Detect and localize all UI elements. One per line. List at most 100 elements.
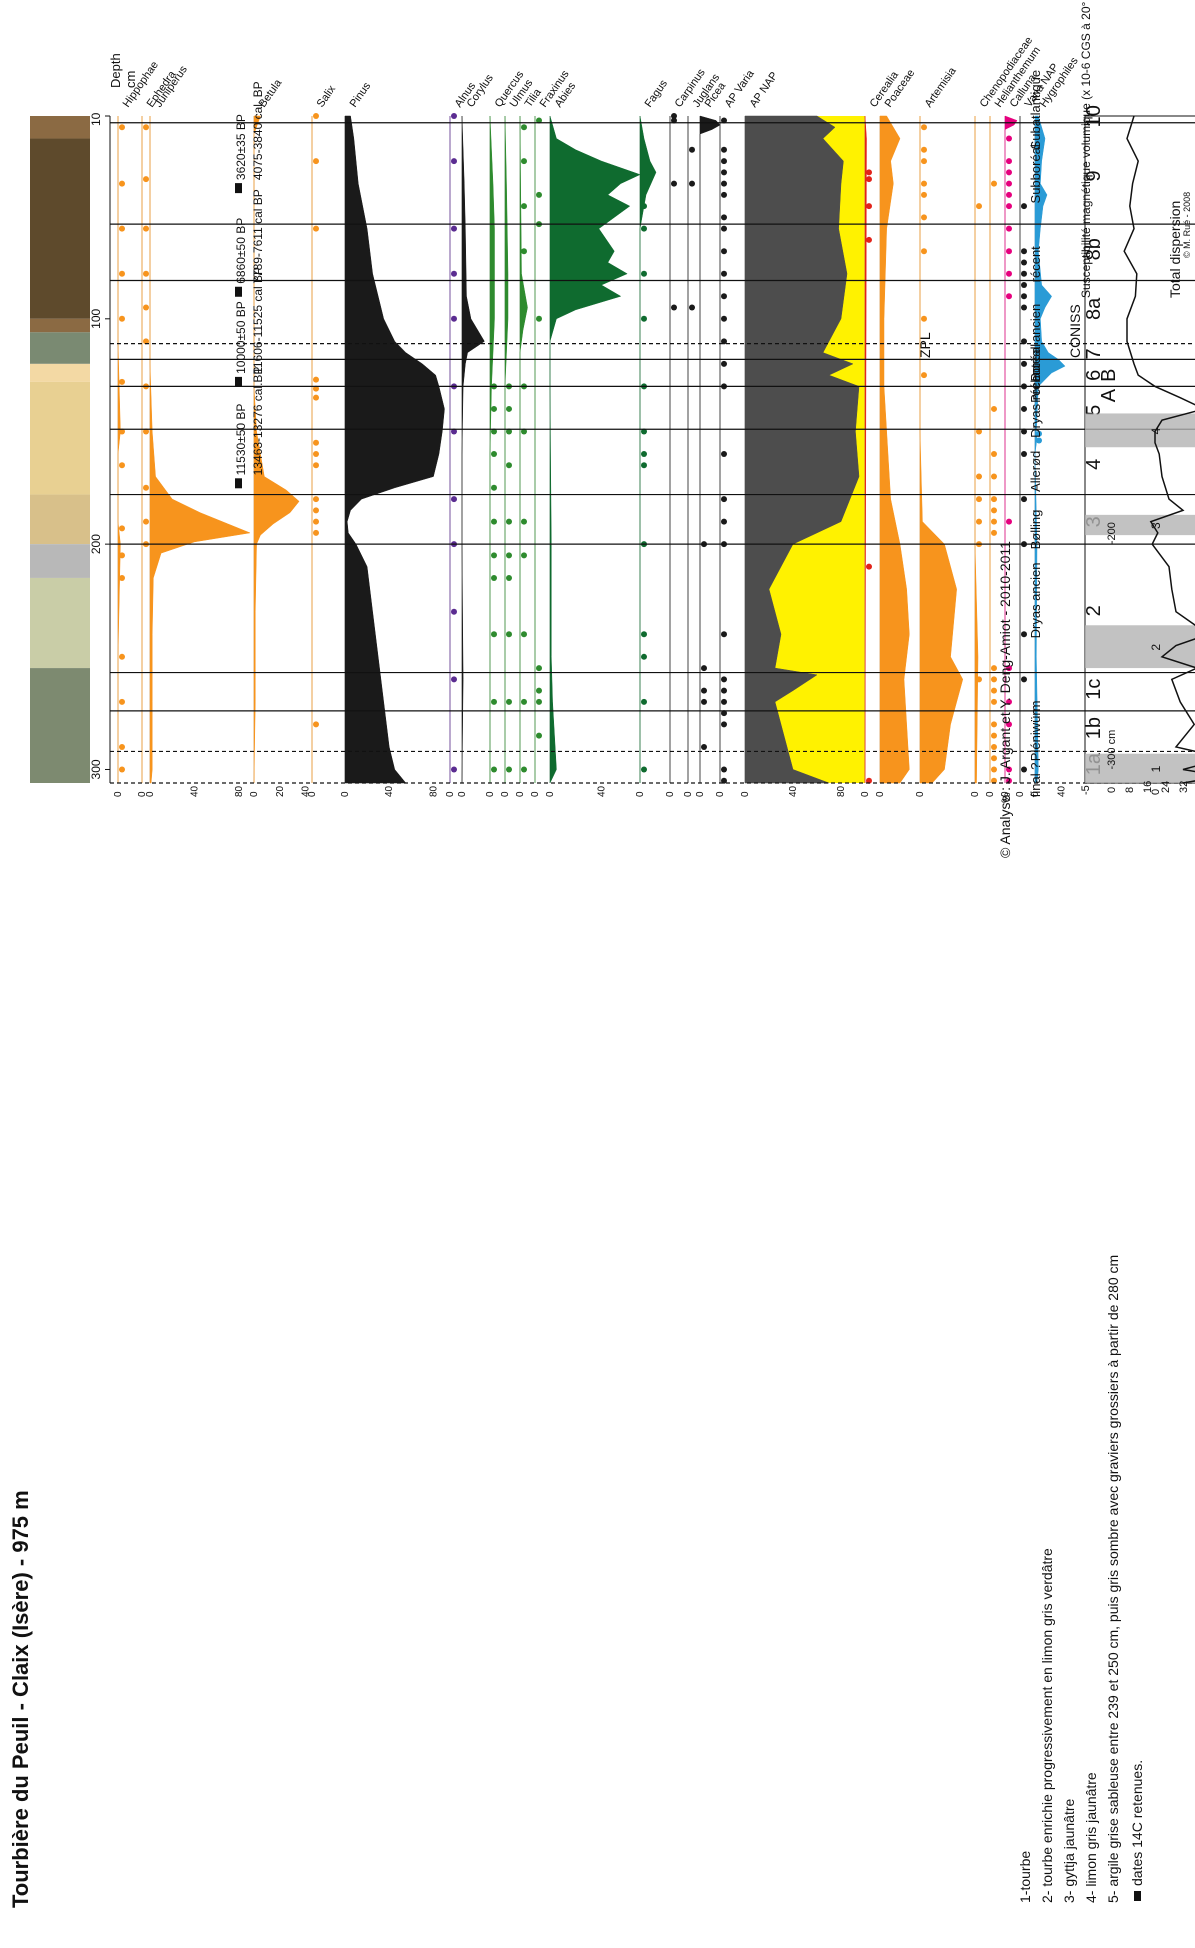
presence-dot: [1021, 293, 1027, 300]
coniss-tick: 0: [1106, 787, 1118, 793]
legend-item-5: 5- argile grise sableuse entre 239 et 25…: [1105, 1255, 1121, 1903]
presence-dot: [866, 563, 872, 570]
presence-dot: [991, 451, 997, 458]
presence-dot: [491, 766, 497, 773]
presence-dot: [721, 293, 727, 300]
series-area: [489, 115, 495, 783]
series-area: [744, 115, 860, 784]
susceptibility-axis-label: Susceptibilité magnétique volumique (x 1…: [1079, 0, 1093, 298]
presence-dot: [671, 113, 677, 119]
presence-dot: [991, 507, 997, 514]
presence-dot: [119, 766, 125, 773]
presence-dot: [536, 687, 542, 694]
presence-dot: [1021, 496, 1027, 503]
date-calibrated: 4075-3840 cal. BP: [251, 81, 265, 180]
zone-id: 1c: [1083, 679, 1105, 700]
presence-dot: [1006, 191, 1012, 198]
presence-dot: [536, 698, 542, 705]
zone-name: Subboréal: [1028, 144, 1043, 203]
presence-dot: [451, 766, 457, 773]
presence-dot: [313, 385, 319, 392]
zone-name: Subatlantique: [1028, 70, 1043, 150]
presence-dot: [1021, 248, 1027, 255]
presence-dot: [313, 496, 319, 503]
analysis-credit: © Analyse : J. Argant et Y. Deng-Amiot -…: [997, 541, 1013, 858]
presence-dot: [451, 496, 457, 503]
presence-dot: [1021, 259, 1027, 266]
lithology-column: [30, 116, 90, 783]
litho-layer: [30, 668, 90, 783]
presence-dot: [521, 203, 527, 210]
presence-dot: [721, 631, 727, 638]
presence-dot: [641, 203, 647, 210]
zone-name: Dryas ancien: [1028, 562, 1043, 638]
rotated-layer: Tourbière du Peuil - Claix (Isère) - 975…: [8, 0, 1195, 1908]
presence-dot: [641, 270, 647, 277]
zone-id: 8b: [1083, 238, 1105, 260]
tick-label: 0: [665, 791, 676, 797]
presence-dot: [313, 394, 319, 401]
tick-label: 40: [301, 785, 312, 797]
presence-dot: [536, 665, 542, 672]
legend-item-2: 2- tourbe enrichie progressivement en li…: [1039, 1548, 1055, 1903]
susceptibility-label: -300 cm: [1106, 730, 1118, 770]
presence-dot: [976, 496, 982, 503]
zone-name: Pléniwürm: [1028, 700, 1043, 761]
presence-dot: [1006, 225, 1012, 232]
susceptibility-curve: [1123, 115, 1195, 784]
presence-dot: [451, 608, 457, 615]
presence-dot: [921, 180, 927, 187]
coniss-panel: CONISS Total dispersion 0 8 16 24 32: [1067, 201, 1190, 793]
presence-dot: [491, 518, 497, 525]
tick-label: 0: [137, 791, 148, 797]
presence-dot: [1021, 338, 1027, 345]
pct-label: %: [999, 792, 1013, 803]
tick-label: 0: [307, 791, 318, 797]
presence-dot: [721, 315, 727, 322]
presence-dot: [1006, 721, 1012, 728]
presence-dot: [313, 439, 319, 446]
depth-tick-label: 300: [89, 759, 103, 779]
series-area: [879, 115, 910, 784]
zone-name: Dryas récent: [1028, 364, 1043, 438]
presence-dot: [991, 180, 997, 187]
presence-dot: [921, 214, 927, 221]
radiocarbon-dates: 3620±35 BP 4075-3840 cal. BP 6860±50 BP 778…: [234, 81, 265, 489]
presence-dot: [921, 191, 927, 198]
date-calibrated: 11606-11525 cal BP: [251, 267, 265, 374]
presence-dot: [641, 225, 647, 232]
zone-id: 8a: [1083, 297, 1105, 320]
presence-dot: [491, 552, 497, 559]
presence-dot: [119, 180, 125, 187]
legend: 1-tourbe 2- tourbe enrichie progressivem…: [1017, 1255, 1145, 1903]
presence-dot: [313, 462, 319, 469]
presence-dot: [721, 451, 727, 458]
presence-dot: [671, 117, 677, 124]
zone-id: 1b: [1083, 717, 1105, 739]
depth-tick-label: 100: [89, 308, 103, 328]
presence-dot: [119, 378, 125, 385]
presence-dot: [689, 304, 695, 311]
tick-label: 0: [445, 791, 456, 797]
tick-label: 80: [836, 785, 847, 797]
presence-dot: [119, 743, 125, 750]
presence-dot: [506, 552, 512, 559]
susceptibility-tick: 0: [1150, 789, 1162, 795]
litho-layer: [30, 577, 90, 669]
presence-dot: [701, 743, 707, 750]
presence-dot: [641, 631, 647, 638]
presence-dot: [1021, 428, 1027, 435]
depth-axis-label: Depth: [108, 53, 123, 88]
tick-label: 0: [530, 791, 541, 797]
litho-layer: [30, 116, 90, 139]
tick-label: 20: [275, 785, 286, 797]
series-area: [1034, 115, 1066, 784]
presence-dot: [1021, 203, 1027, 210]
presence-dot: [976, 428, 982, 435]
tick-label: 80: [428, 785, 439, 797]
series-area: [253, 115, 300, 784]
presence-dot: [119, 124, 125, 131]
tick-label: 0: [695, 791, 706, 797]
depth-tick-label: 10: [89, 112, 103, 126]
